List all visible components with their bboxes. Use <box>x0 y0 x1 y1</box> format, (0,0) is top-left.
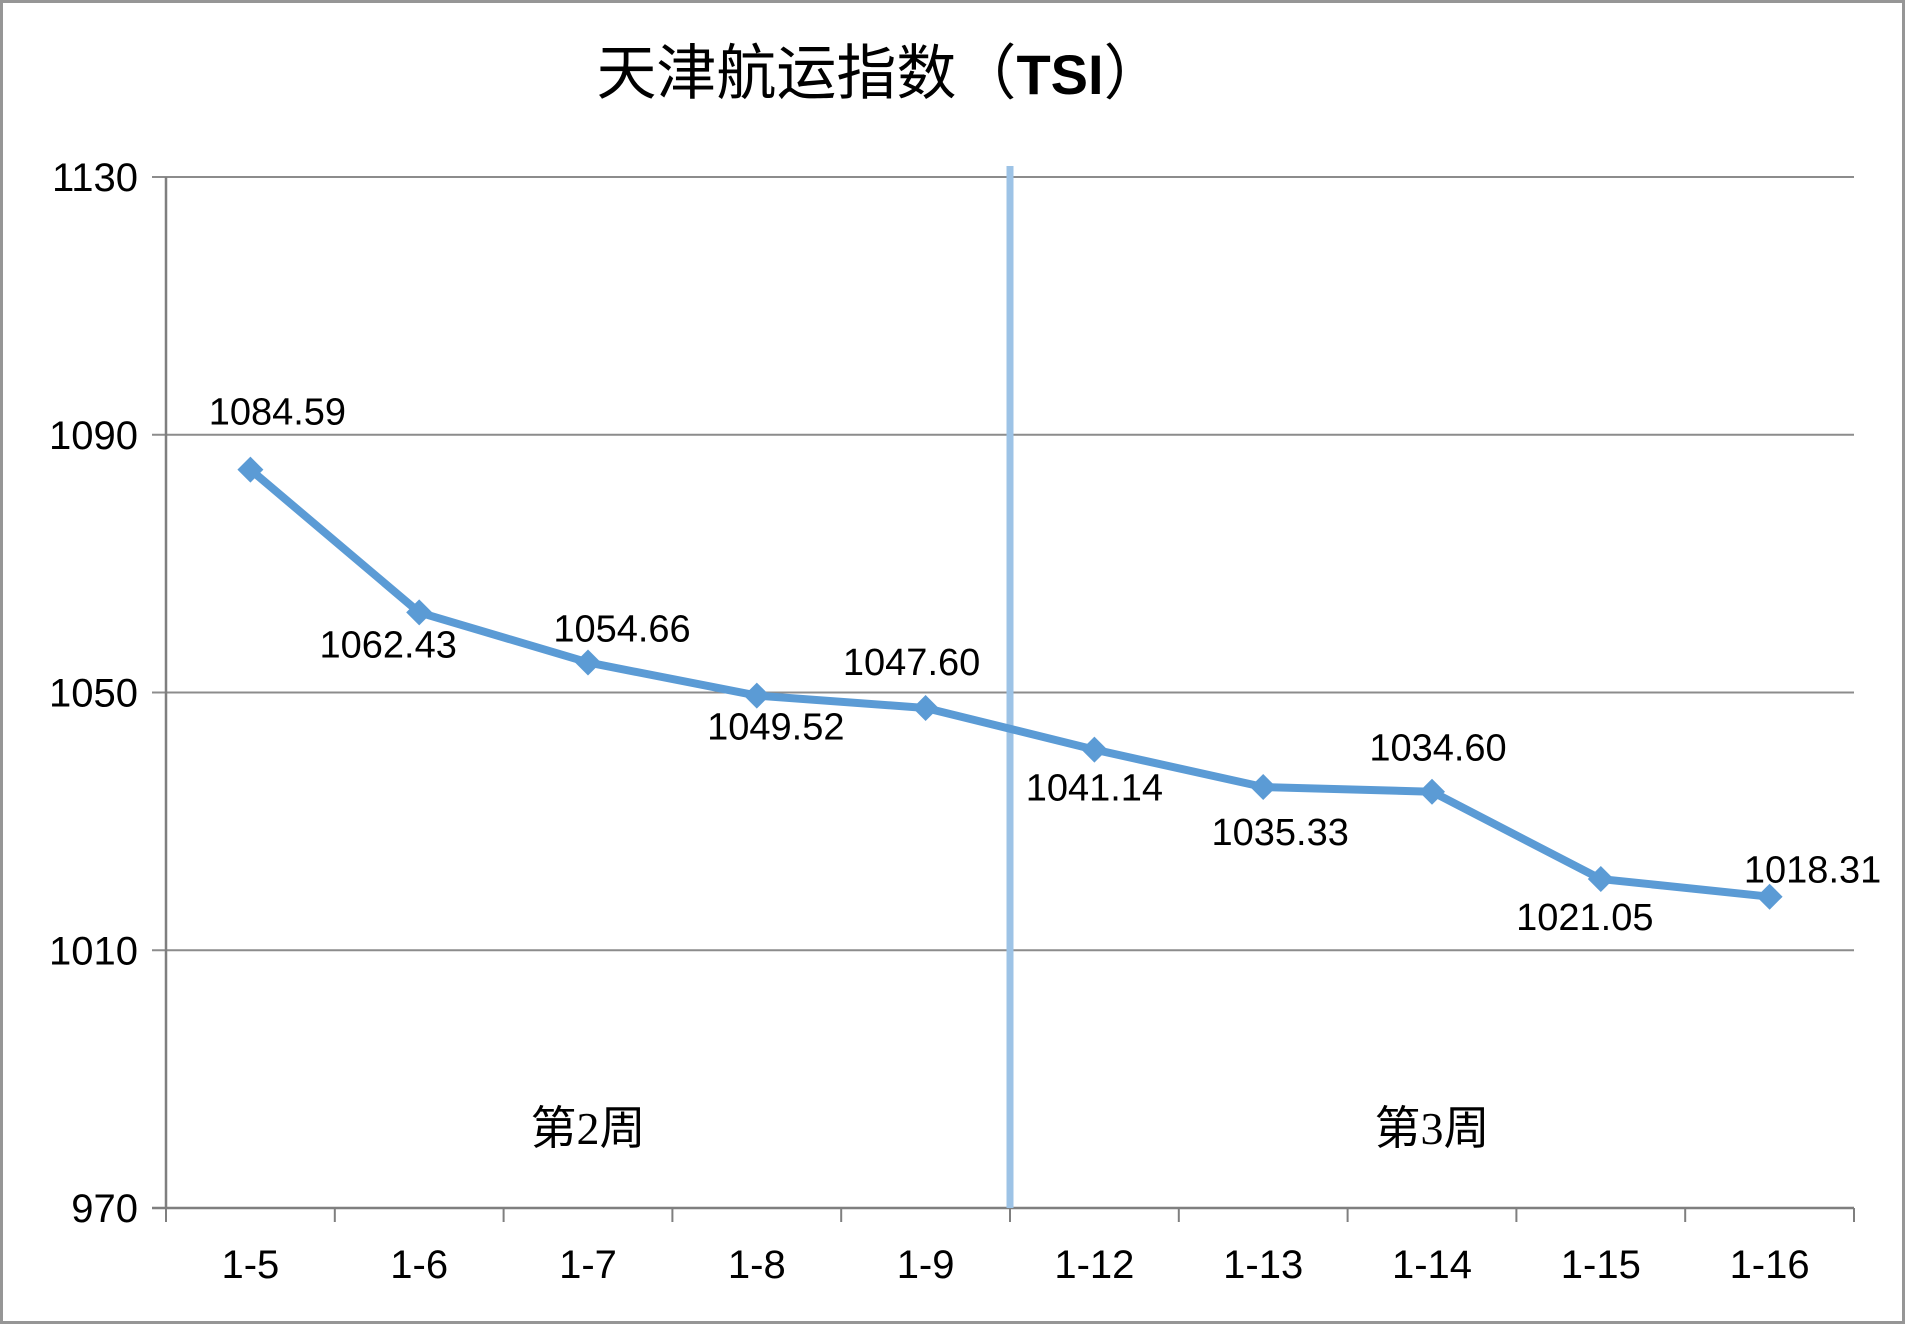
y-axis-tick-label: 970 <box>71 1187 138 1231</box>
x-axis-tick-label: 1-6 <box>390 1243 448 1287</box>
data-point-label: 1047.60 <box>843 642 980 684</box>
chart-title-text: 天津航运指数（ <box>596 41 1017 107</box>
week-2-annotation: 第2周 <box>530 1103 646 1154</box>
data-point-marker <box>1250 774 1277 801</box>
x-axis-tick-label: 1-7 <box>559 1243 617 1287</box>
y-axis-tick-label: 1050 <box>49 672 138 716</box>
week-3-annotation: 第3周 <box>1374 1103 1490 1154</box>
data-point-marker <box>237 456 264 483</box>
tsi-series-line <box>246 465 1774 901</box>
x-axis-tick-label: 1-8 <box>728 1243 786 1287</box>
x-axis-tick-label: 1-15 <box>1561 1243 1641 1287</box>
x-axis-tick-label: 1-16 <box>1730 1243 1810 1287</box>
chart-title-emphasis: TSI <box>1016 43 1104 106</box>
data-point-label: 1034.60 <box>1369 728 1506 770</box>
data-point-marker <box>1081 736 1108 763</box>
data-point-label: 1084.59 <box>209 392 346 434</box>
data-point-marker <box>743 682 770 709</box>
data-point-marker <box>406 599 433 626</box>
y-axis-tick-label: 1010 <box>49 929 138 973</box>
data-point-label: 1049.52 <box>707 707 844 749</box>
data-point-label: 1062.43 <box>320 624 457 666</box>
chart-title: 天津航运指数（TSI） <box>0 42 1760 107</box>
data-point-marker <box>912 694 939 721</box>
x-axis-tick-label: 1-5 <box>221 1243 279 1287</box>
x-axis-tick-label: 1-12 <box>1054 1243 1134 1287</box>
x-axis-tick-label: 1-14 <box>1392 1243 1472 1287</box>
data-point-label: 1041.14 <box>1026 768 1163 810</box>
data-point-marker <box>1756 883 1783 910</box>
y-axis-tick-label: 1090 <box>49 414 138 458</box>
data-point-label: 1018.31 <box>1744 850 1881 892</box>
data-point-label: 1054.66 <box>553 608 690 650</box>
x-axis-tick-label: 1-9 <box>897 1243 955 1287</box>
y-axis-tick-label: 1130 <box>52 156 138 200</box>
x-axis-tick-label: 1-13 <box>1223 1243 1303 1287</box>
data-point-label: 1035.33 <box>1212 812 1349 854</box>
chart-title-close-paren: ） <box>1103 41 1164 107</box>
data-point-marker <box>1419 778 1445 805</box>
data-point-marker <box>575 649 601 676</box>
data-point-label: 1021.05 <box>1516 897 1653 939</box>
data-point-marker <box>1587 866 1614 893</box>
